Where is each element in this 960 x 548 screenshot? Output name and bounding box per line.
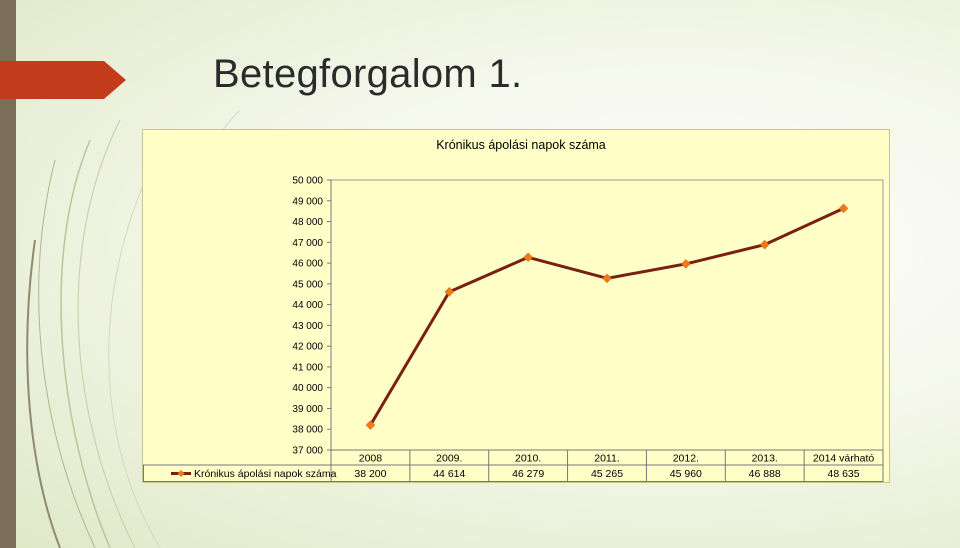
y-tick-label: 42 000 xyxy=(292,342,323,353)
y-tick-label: 37 000 xyxy=(292,446,323,457)
chart-panel: Krónikus ápolási napok száma 37 000 38 00… xyxy=(142,129,890,483)
x-category-label: 2008 xyxy=(359,453,383,465)
y-tick-label: 45 000 xyxy=(292,279,323,290)
y-tick-label: 41 000 xyxy=(292,362,323,373)
data-value-label: 46 279 xyxy=(512,468,544,480)
title-arrow-icon xyxy=(0,61,126,99)
y-tick-label: 40 000 xyxy=(292,383,323,394)
y-tick-label: 43 000 xyxy=(292,321,323,332)
y-tick-label: 48 000 xyxy=(292,217,323,228)
x-category-label: 2009. xyxy=(436,453,462,465)
data-point xyxy=(838,203,849,214)
data-value-label: 45 265 xyxy=(591,468,623,480)
data-value-label: 45 960 xyxy=(670,468,702,480)
slide-title: Betegforgalom 1. xyxy=(213,52,523,96)
plot-area xyxy=(330,179,884,451)
y-tick-label: 50 000 xyxy=(292,176,323,187)
data-point xyxy=(444,287,455,297)
line-chart: Krónikus ápolási napok száma 37 000 38 00… xyxy=(143,138,884,482)
data-point xyxy=(681,259,691,269)
y-tick-label: 49 000 xyxy=(292,196,323,207)
y-tick-label: 46 000 xyxy=(292,259,323,270)
legend-series-name: Krónikus ápolási napok száma xyxy=(194,468,337,480)
x-category-label: 2010. xyxy=(515,453,541,465)
x-category-label: 2013. xyxy=(752,453,778,465)
y-tick-label: 38 000 xyxy=(292,425,323,436)
x-category-label: 2011. xyxy=(594,453,620,465)
data-point xyxy=(602,273,612,284)
data-point xyxy=(523,252,533,263)
left-accent-bar xyxy=(0,0,16,548)
data-value-label: 46 888 xyxy=(749,468,781,480)
data-point xyxy=(759,239,770,250)
chart-title: Krónikus ápolási napok száma xyxy=(436,138,606,152)
legend-marker-swatch xyxy=(177,470,185,477)
data-point xyxy=(365,420,376,430)
series-line xyxy=(369,206,845,426)
data-value-label: 44 614 xyxy=(433,468,465,480)
data-value-label: 38 200 xyxy=(354,468,386,480)
x-category-label: 2012. xyxy=(673,453,699,465)
y-tick-label: 44 000 xyxy=(292,300,323,311)
y-tick-label: 39 000 xyxy=(292,404,323,415)
x-category-label: 2014 várható xyxy=(813,453,874,465)
y-tick-label: 47 000 xyxy=(292,238,323,249)
data-value-label: 48 635 xyxy=(828,468,860,480)
